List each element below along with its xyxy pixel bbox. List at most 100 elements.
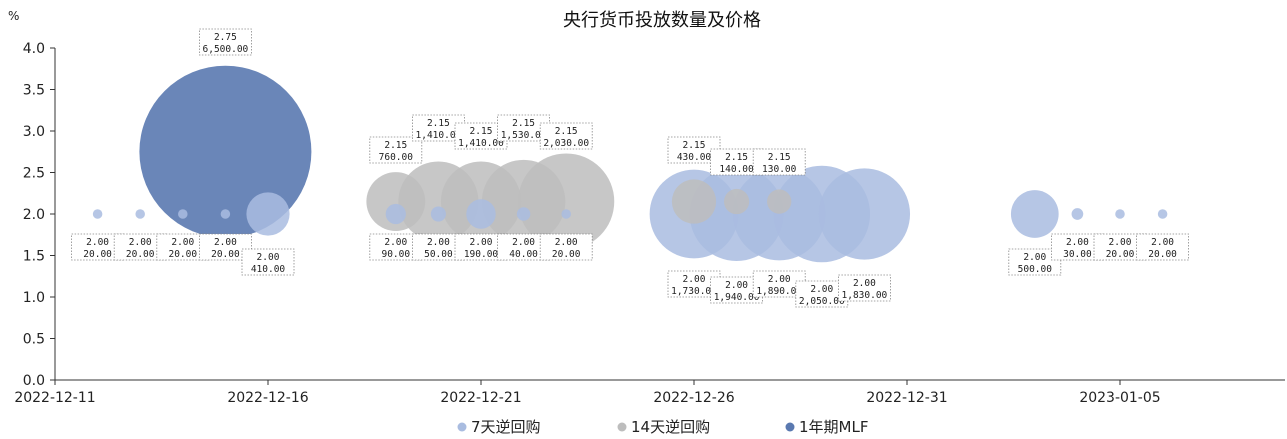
- data-label-box: [752, 148, 806, 176]
- bubble: [1115, 209, 1125, 219]
- data-label-box: [198, 28, 252, 56]
- y-tick-label: 1.5: [23, 249, 45, 265]
- data-label-rate: 2.75: [214, 32, 237, 43]
- data-label-amount: 1,890.00: [756, 286, 802, 297]
- data-label-amount: 20.00: [83, 249, 112, 260]
- legend: 7天逆回购 14天逆回购 1年期MLF: [457, 418, 868, 436]
- legend-marker: [457, 422, 467, 432]
- legend-label: 7天逆回购: [471, 418, 541, 436]
- data-label-amount: 1,830.00: [842, 290, 888, 301]
- data-label-rate: 2.00: [171, 237, 194, 248]
- data-label-rate: 2.15: [427, 118, 450, 129]
- data-label-amount: 20.00: [1106, 249, 1135, 260]
- bubble: [818, 168, 911, 260]
- data-label-rate: 2.00: [214, 237, 237, 248]
- bubble: [178, 209, 188, 219]
- bubble: [516, 207, 531, 221]
- data-label-amount: 130.00: [762, 164, 797, 175]
- data-label-rate: 2.00: [1066, 237, 1089, 248]
- y-tick-label: 3.5: [23, 83, 45, 99]
- legend-label: 1年期MLF: [799, 418, 868, 436]
- bubble: [246, 192, 290, 236]
- data-label-rate: 2.00: [768, 274, 791, 285]
- y-tick-label: 2.5: [23, 166, 45, 182]
- data-label-rate: 2.00: [86, 237, 109, 248]
- data-label-rate: 2.15: [768, 152, 791, 163]
- data-label-rate: 2.15: [683, 140, 706, 151]
- data-label-rate: 2.00: [470, 237, 493, 248]
- bubble: [561, 209, 571, 219]
- data-label-rate: 2.00: [512, 237, 535, 248]
- data-label-amount: 2,050.00: [799, 296, 845, 307]
- bubble: [732, 167, 826, 261]
- y-tick-label: 0.5: [23, 332, 45, 348]
- data-label-rate: 2.00: [129, 237, 152, 248]
- axes: 0.0 0.5 1.0 1.5 2.0 2.5 3.0 3.5 4.0 2022-12-11 202…: [14, 41, 1285, 406]
- y-tick-label: 1.0: [23, 290, 45, 306]
- chart-title: 央行货币投放数量及价格: [563, 10, 761, 31]
- data-label-amount: 1,530.00: [501, 130, 547, 141]
- data-label-rate: 2.00: [725, 280, 748, 291]
- data-label-amount: 90.00: [381, 249, 410, 260]
- y-tick-label: 3.0: [23, 124, 45, 140]
- data-label-amount: 1,730.00: [671, 286, 717, 297]
- bubble: [385, 203, 406, 225]
- data-label-amount: 190.00: [464, 249, 499, 260]
- bubble: [92, 209, 103, 219]
- bubble: [1157, 209, 1168, 219]
- x-tick-label: 2023-01-05: [1079, 390, 1160, 406]
- x-tick-label: 2022-12-31: [866, 390, 947, 406]
- data-label-rate: 2.15: [384, 140, 407, 151]
- legend-marker: [617, 422, 627, 432]
- data-label-rate: 2.00: [384, 237, 407, 248]
- data-label-box: [241, 248, 295, 276]
- legend-label: 14天逆回购: [631, 418, 710, 436]
- bubble: [723, 188, 750, 215]
- x-tick-label: 2022-12-16: [227, 390, 308, 406]
- data-label-rate: 2.00: [427, 237, 450, 248]
- bubble: [135, 209, 145, 219]
- data-label-box: [539, 233, 593, 261]
- y-tick-label: 2.0: [23, 207, 45, 223]
- data-label-amount: 20.00: [168, 249, 197, 260]
- data-label-box: [539, 122, 593, 150]
- data-label-rate: 2.15: [725, 152, 748, 163]
- data-label-rate: 2.00: [1023, 252, 1046, 263]
- data-label-amount: 1,940.00: [714, 292, 760, 303]
- y-tick-label: 0.0: [23, 373, 45, 389]
- data-label-amount: 2,030.00: [543, 138, 589, 149]
- x-tick-label: 2022-12-11: [14, 390, 95, 406]
- data-label-amount: 500.00: [1018, 264, 1053, 275]
- data-label-box: [1136, 233, 1189, 261]
- y-axis-unit-label: %: [8, 9, 19, 23]
- bubble: [220, 209, 231, 219]
- data-label-rate: 2.15: [555, 126, 578, 137]
- bubbles: [92, 65, 1168, 263]
- data-label-amount: 430.00: [677, 152, 712, 163]
- data-label-amount: 50.00: [424, 249, 453, 260]
- bubble: [1071, 208, 1084, 220]
- x-tick-label: 2022-12-26: [653, 390, 734, 406]
- data-label-rate: 2.00: [853, 278, 876, 289]
- data-label-amount: 1,410.00: [416, 130, 462, 141]
- data-label-amount: 1,410.00: [458, 138, 504, 149]
- data-label-rate: 2.00: [1151, 237, 1174, 248]
- data-label-amount: 20.00: [1148, 249, 1177, 260]
- data-label-rate: 2.00: [1109, 237, 1132, 248]
- data-label-rate: 2.00: [683, 274, 706, 285]
- bubble: [430, 206, 446, 222]
- data-label-amount: 30.00: [1063, 249, 1092, 260]
- data-label-amount: 140.00: [719, 164, 754, 175]
- data-label-rate: 2.00: [555, 237, 578, 248]
- legend-marker: [785, 422, 795, 432]
- data-label-amount: 760.00: [379, 152, 414, 163]
- bubble: [767, 189, 792, 214]
- x-tick-label: 2022-12-21: [440, 390, 521, 406]
- data-label-amount: 20.00: [552, 249, 581, 260]
- data-label-rate: 2.00: [257, 252, 280, 263]
- data-label-amount: 40.00: [509, 249, 538, 260]
- data-label-amount: 20.00: [126, 249, 155, 260]
- data-label-rate: 2.15: [470, 126, 493, 137]
